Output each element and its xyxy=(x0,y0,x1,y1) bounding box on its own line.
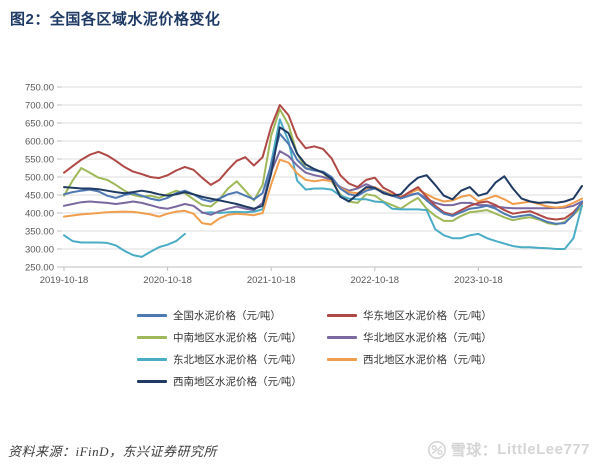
legend-label: 中南地区水泥价格（元/吨） xyxy=(173,332,302,344)
chart-legend: 全国水泥价格（元/吨） 华东地区水泥价格（元/吨） 中南地区水泥价格（元/吨） 华北地… xyxy=(137,308,527,388)
source-note: 资料来源：iFinD，东兴证券研究所 xyxy=(8,444,218,459)
legend-line-marker xyxy=(327,313,357,317)
legend-item: 华东地区水泥价格（元/吨） xyxy=(327,308,527,322)
legend-label: 全国水泥价格（元/吨） xyxy=(173,310,281,322)
svg-text:450.00: 450.00 xyxy=(25,191,54,202)
svg-text:600.00: 600.00 xyxy=(25,137,54,148)
svg-text:400.00: 400.00 xyxy=(25,209,54,220)
legend-line-marker xyxy=(327,357,357,361)
legend-item: 西南地区水泥价格（元/吨） xyxy=(137,374,327,388)
legend-item: 东北地区水泥价格（元/吨） xyxy=(137,352,327,366)
legend-label: 西北地区水泥价格（元/吨） xyxy=(363,354,492,366)
svg-text:350.00: 350.00 xyxy=(25,227,54,238)
watermark-user: LittleLee777 xyxy=(497,441,590,458)
watermark-separator: ： xyxy=(481,442,498,459)
legend-line-marker xyxy=(137,313,167,317)
svg-text:2023-10-18: 2023-10-18 xyxy=(454,275,503,286)
svg-text:2020-10-18: 2020-10-18 xyxy=(143,275,192,286)
legend-line-marker xyxy=(327,335,357,339)
legend-line-marker xyxy=(137,379,167,383)
watermark-brand: 雪球 xyxy=(450,442,482,459)
xueqiu-snowball-icon xyxy=(427,440,451,460)
svg-text:2022-10-18: 2022-10-18 xyxy=(350,275,399,286)
svg-text:300.00: 300.00 xyxy=(25,245,54,256)
chart-title: 图2：全国各区域水泥价格变化 xyxy=(10,11,221,28)
cement-price-chart: 750.00 700.00 650.00 600.00 550.00 500.00 450.… xyxy=(0,78,600,293)
legend-item: 华北地区水泥价格（元/吨） xyxy=(327,330,527,344)
legend-item: 西北地区水泥价格（元/吨） xyxy=(327,352,527,366)
legend-item: 全国水泥价格（元/吨） xyxy=(137,308,327,322)
legend-item: 中南地区水泥价格（元/吨） xyxy=(137,330,327,344)
svg-text:700.00: 700.00 xyxy=(25,101,54,112)
watermark: 雪球： LittleLee777 xyxy=(427,439,590,460)
line-chart-canvas: 750.00 700.00 650.00 600.00 550.00 500.00 450.… xyxy=(25,83,583,286)
legend-label: 华北地区水泥价格（元/吨） xyxy=(363,332,492,344)
legend-label: 西南地区水泥价格（元/吨） xyxy=(173,376,302,388)
svg-text:500.00: 500.00 xyxy=(25,173,54,184)
svg-text:550.00: 550.00 xyxy=(25,155,54,166)
legend-line-marker xyxy=(137,335,167,339)
svg-text:650.00: 650.00 xyxy=(25,119,54,130)
legend-label: 华东地区水泥价格（元/吨） xyxy=(363,310,492,322)
svg-text:2021-10-18: 2021-10-18 xyxy=(247,275,296,286)
legend-label: 东北地区水泥价格（元/吨） xyxy=(173,354,302,366)
svg-text:250.00: 250.00 xyxy=(25,263,54,274)
svg-text:2019-10-18: 2019-10-18 xyxy=(40,275,89,286)
legend-line-marker xyxy=(137,357,167,361)
svg-text:750.00: 750.00 xyxy=(25,83,54,94)
